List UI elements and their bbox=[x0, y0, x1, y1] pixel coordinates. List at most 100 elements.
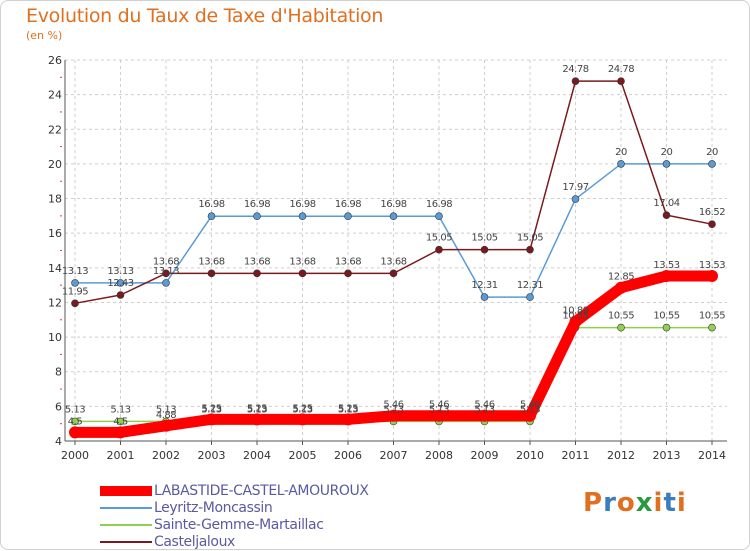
legend-swatch bbox=[100, 541, 152, 543]
data-label: 13.13 bbox=[107, 266, 133, 277]
logo-letter: x bbox=[635, 488, 654, 518]
grid bbox=[65, 59, 727, 442]
legend-item: LABASTIDE-CASTEL-AMOUROUX bbox=[100, 483, 430, 500]
series-point bbox=[617, 77, 625, 85]
data-label: 10.55 bbox=[562, 311, 588, 322]
legend-item: Sainte-Gemme-Martaillac bbox=[100, 517, 430, 534]
series-point bbox=[708, 160, 716, 168]
data-label: 5.25 bbox=[201, 403, 221, 414]
data-label: 13.53 bbox=[653, 260, 679, 271]
series-point bbox=[662, 160, 671, 168]
x-tick-label: 2003 bbox=[198, 449, 226, 462]
data-label: 20 bbox=[661, 147, 673, 158]
series-point bbox=[524, 409, 536, 422]
y-tick-label: 4 bbox=[55, 435, 62, 448]
series-point bbox=[526, 293, 534, 301]
logo-letter: t bbox=[663, 488, 677, 518]
x-tick-label: 2007 bbox=[380, 449, 408, 462]
data-label: 4.5 bbox=[68, 416, 83, 427]
y-tick-label: 10 bbox=[48, 331, 62, 344]
data-label: 13.53 bbox=[699, 260, 725, 271]
series-point bbox=[253, 212, 261, 221]
series-point bbox=[253, 269, 261, 278]
series-point bbox=[162, 279, 170, 287]
data-label: 13.68 bbox=[153, 256, 179, 267]
series-point bbox=[116, 279, 125, 287]
data-label: 17.04 bbox=[653, 198, 679, 209]
y-tick-label: 6 bbox=[55, 400, 62, 413]
data-label: 5.13 bbox=[156, 404, 176, 415]
data-label: 16.98 bbox=[335, 199, 361, 210]
series-point bbox=[478, 409, 491, 422]
data-label: 24.78 bbox=[608, 64, 634, 75]
series-point bbox=[71, 279, 79, 287]
chart-subtitle: (en %) bbox=[26, 29, 63, 42]
data-label: 15.05 bbox=[517, 233, 543, 244]
data-label: 12.31 bbox=[517, 280, 543, 291]
data-label: 5.46 bbox=[520, 400, 540, 411]
data-label: 5.13 bbox=[65, 404, 85, 415]
series-point bbox=[387, 409, 400, 422]
legend-label: Sainte-Gemme-Martaillac bbox=[154, 517, 324, 533]
x-tick-label: 2006 bbox=[334, 449, 362, 462]
data-label: 12.43 bbox=[107, 278, 133, 289]
y-tick-label: 14 bbox=[48, 262, 62, 275]
data-label: 10.55 bbox=[653, 311, 679, 322]
data-label: 10.55 bbox=[699, 311, 725, 322]
x-tick-label: 2013 bbox=[653, 449, 681, 462]
y-tick-label: 20 bbox=[48, 158, 62, 171]
data-label: 5.13 bbox=[338, 404, 358, 415]
series-point bbox=[706, 269, 718, 282]
series-point bbox=[389, 269, 398, 278]
series-point bbox=[617, 160, 625, 168]
data-label: 13.13 bbox=[153, 266, 179, 277]
series-point bbox=[571, 77, 580, 85]
series-point bbox=[662, 211, 671, 219]
series-point bbox=[708, 220, 716, 228]
legend: LABASTIDE-CASTEL-AMOUROUX Leyritz-Moncass… bbox=[100, 483, 430, 551]
data-label: 5.46 bbox=[429, 400, 449, 411]
series-point bbox=[344, 212, 352, 221]
data-label: 5.13 bbox=[247, 404, 267, 415]
series-point bbox=[207, 212, 216, 221]
series-point bbox=[435, 212, 443, 221]
data-label: 16.98 bbox=[426, 199, 452, 210]
series-point bbox=[160, 419, 172, 432]
series-point bbox=[116, 417, 125, 426]
data-label: 13.68 bbox=[335, 256, 361, 267]
data-label: 15.05 bbox=[471, 233, 497, 244]
data-label: 15.05 bbox=[426, 233, 452, 244]
series-point bbox=[71, 417, 79, 426]
y-tick-label: 18 bbox=[48, 193, 62, 206]
series-point bbox=[569, 315, 582, 328]
data-label: 10.89 bbox=[562, 306, 588, 317]
series-point bbox=[389, 212, 398, 221]
y-tick-label: 12 bbox=[48, 296, 62, 309]
proxiti-logo: Proxiti bbox=[583, 488, 687, 518]
series-point bbox=[298, 269, 307, 278]
legend-swatch bbox=[100, 507, 152, 509]
logo-letter: P bbox=[583, 488, 604, 518]
series-point bbox=[207, 269, 216, 278]
x-tick-label: 2000 bbox=[61, 449, 89, 462]
axes: 4 6 8 10 12 14 16 18 20 22 24 26 2000 2001 2002 2003 200… bbox=[48, 54, 727, 462]
series-lines bbox=[69, 77, 718, 439]
legend-swatch bbox=[100, 524, 152, 526]
logo-letter: i bbox=[653, 488, 664, 518]
series-point bbox=[617, 323, 625, 332]
x-tick-label: 2014 bbox=[698, 449, 726, 462]
data-label: 5.25 bbox=[247, 403, 267, 414]
data-label: 24.78 bbox=[562, 64, 588, 75]
series-point bbox=[662, 323, 671, 332]
data-label: 5.13 bbox=[292, 404, 312, 415]
data-label: 10.55 bbox=[608, 311, 634, 322]
legend-label: LABASTIDE-CASTEL-AMOUROUX bbox=[154, 483, 369, 499]
x-tick-label: 2001 bbox=[107, 449, 135, 462]
x-tick-label: 2010 bbox=[516, 449, 544, 462]
series-point bbox=[344, 269, 352, 278]
series-point bbox=[71, 299, 79, 308]
series-point bbox=[708, 323, 716, 332]
series-point bbox=[298, 212, 307, 221]
chart-title: Evolution du Taux de Taxe d'Habitation bbox=[26, 5, 384, 27]
logo-letter: r bbox=[603, 488, 617, 518]
